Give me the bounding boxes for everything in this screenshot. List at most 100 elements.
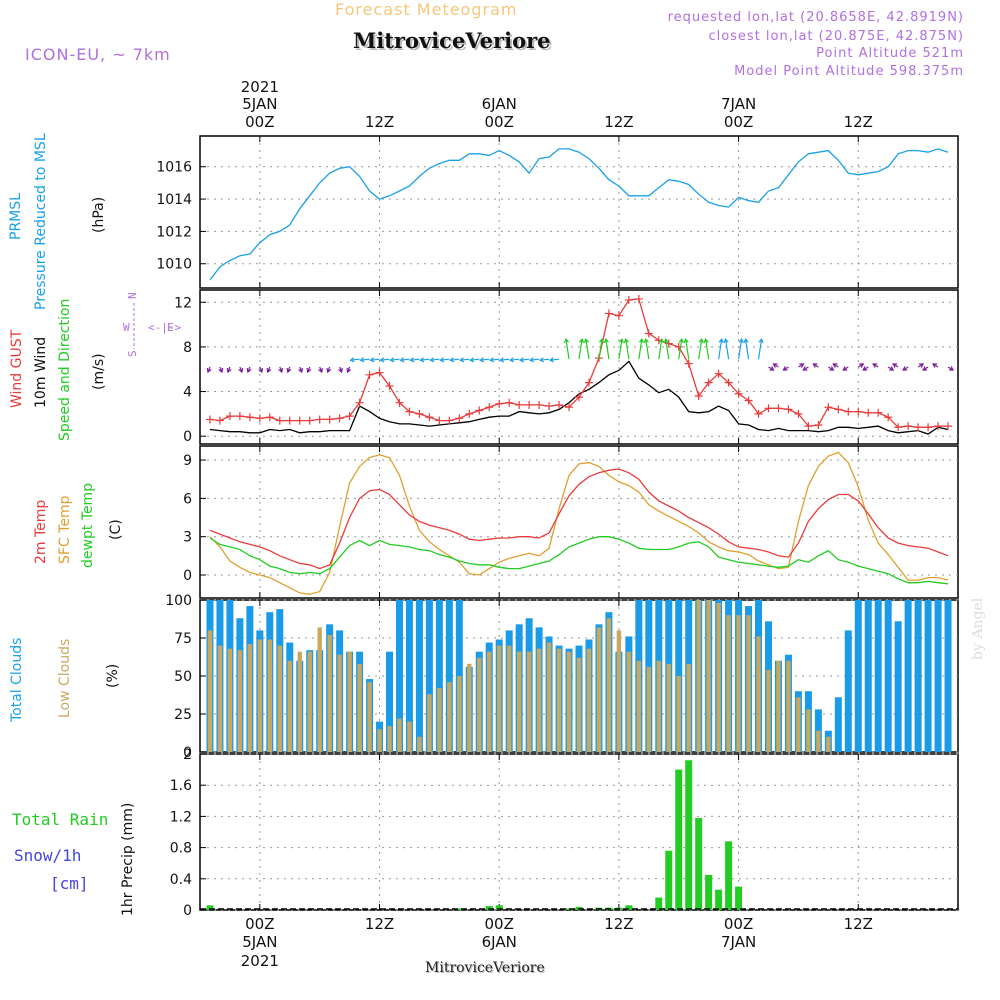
wind-direction-arrow [705,339,710,360]
wind-gust-point [395,398,404,407]
wind-gust-point [704,378,713,387]
rain-bar [685,760,693,910]
total-clouds-bar [944,600,952,752]
precip-rain-label: Total Rain [12,810,109,829]
wind-direction-arrow [490,358,500,361]
wind-gust-point [644,329,653,338]
wind-direction-arrowhead [489,357,495,363]
total-clouds-bar [435,600,443,752]
bottom-axis-date-label: 6JAN [482,933,517,951]
compass-arrows: <-|-> [148,321,181,334]
wind-direction-arrowhead [518,357,525,363]
wind-direction-arrowhead [206,367,212,374]
wind-gust-point [634,294,643,303]
bottom-axis-date-label: 7JAN [721,933,756,951]
wind-direction-arrowhead [399,357,405,363]
wind-direction-arrowhead [349,357,355,363]
wind-direction-arrowhead [359,357,365,363]
compass-n: N [126,292,139,299]
wind-direction-arrowhead [469,357,475,363]
low-clouds-bar [586,648,592,752]
top-axis-hour-label: 12Z [844,113,873,131]
wind-direction-arrowhead [563,338,570,344]
total-clouds-bar [386,651,393,752]
top-axis-hour-label: 12Z [365,113,394,131]
wind-direction-arrow [645,339,650,360]
wind-direction-arrowhead [829,366,835,371]
wind-direction-arrow [625,339,630,360]
wind-direction-arrow [380,358,390,361]
low-clouds-bar [497,645,502,752]
wind-direction-arrowhead [859,363,865,368]
wind-gust-point [884,413,893,422]
low-clouds-bar [816,730,821,752]
wind-gust-point [375,368,384,377]
low-clouds-bar [666,663,671,752]
wind-direction-arrowhead [618,338,624,344]
low-clouds-bar [227,648,233,752]
rain-bar [675,769,683,910]
low-clouds-bar [307,651,312,752]
low-clouds-bar [447,682,452,752]
low-clouds-bar [387,726,392,752]
low-clouds-bar [746,615,751,752]
wind-gust-point [844,407,853,416]
low-clouds-bar [317,627,322,752]
pressure-ytick-label: 1016 [156,160,192,176]
low-clouds-bar [646,666,652,752]
wind-direction-arrowhead [902,366,908,371]
wind-gust-point [804,422,813,431]
compass-s: S [126,350,139,357]
wind-direction-arrow [400,358,410,361]
wind-gust-point [475,406,484,415]
wind-gust-point [545,402,554,411]
wind-direction-arrowhead [369,357,375,363]
low-clouds-bar [726,615,731,752]
rain-bar [455,908,463,910]
low-clouds-bar [576,657,582,752]
wind-direction-arrow [658,339,663,360]
wind-gust-point [445,416,454,425]
low-clouds-bar [367,682,372,752]
wind-gust-point [265,413,274,422]
wind-direction-arrowhead [509,357,515,363]
temperature-ytick-label: 9 [183,453,192,469]
low-clouds-bar [337,654,342,752]
wind-direction-arrowhead [698,338,704,344]
wind-direction-arrowhead [459,357,465,363]
wind-gust-point [245,413,254,422]
total-clouds-bar [395,600,403,752]
total-clouds-bar [884,600,892,752]
wind-direction-arrowhead [598,338,605,344]
wind-direction-arrowhead [258,367,264,374]
wind-gust-point [315,415,324,424]
wind-direction-arrowhead [718,338,724,344]
wind-gust-point [565,403,574,412]
total-clouds-bar [904,600,912,752]
low-clouds-bar [656,660,661,752]
top-axis-hour-label: 00Z [485,113,514,131]
wind-direction-arrow [598,339,603,360]
low-clouds-bar [556,648,562,752]
rain-bar [735,886,743,910]
temperature-ytick-label: 3 [183,530,192,546]
low-clouds-bar [487,651,492,752]
wind-gust-point [455,414,464,423]
clouds-ytick-label: 75 [174,631,192,647]
total-clouds-bar [934,600,942,752]
wind-gust-point [235,412,244,421]
bottom-axis-hour-label: 12Z [365,915,394,933]
total-clouds-bar [924,600,932,752]
wind-direction-arrow [585,339,590,360]
precipitation-ytick-label: 0.8 [170,841,192,857]
wind-direction-arrowhead [842,366,848,371]
low-clouds-bar [516,651,522,752]
wind-gust-point [555,400,564,409]
wind-direction-arrowhead [479,357,485,363]
precipitation-frame [199,753,959,911]
wind-direction-arrowhead [226,367,232,374]
wind-gust-point [834,405,843,414]
precip-snow-unit: [cm] [50,874,89,893]
wind-direction-arrow [480,358,490,361]
